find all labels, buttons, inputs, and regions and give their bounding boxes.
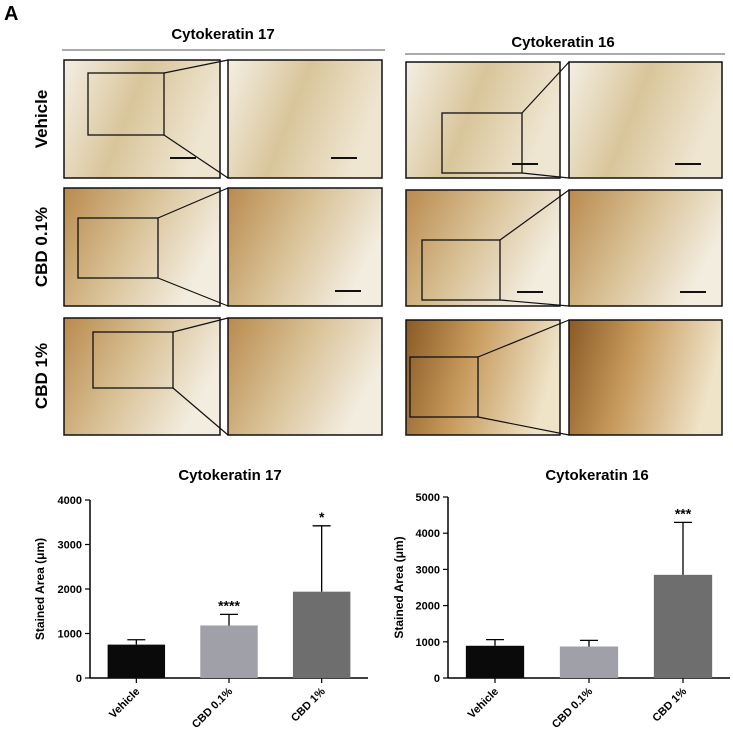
x-tick-label: Vehicle	[466, 686, 501, 721]
micrograph	[227, 187, 383, 307]
significance-label: ****	[218, 597, 240, 613]
micrograph	[568, 319, 723, 436]
micrograph	[568, 189, 723, 307]
bar	[107, 644, 166, 678]
y-tick-label: 5000	[416, 492, 440, 504]
y-tick-label: 2000	[58, 584, 82, 596]
y-tick-label: 1000	[58, 629, 82, 641]
bar	[559, 646, 619, 678]
row-label: CBD 0.1%	[32, 207, 51, 287]
row-label: Vehicle	[32, 90, 51, 149]
y-tick-label: 1000	[416, 637, 440, 649]
inset-connector	[477, 416, 570, 436]
significance-label: *	[319, 509, 325, 525]
micrograph	[405, 319, 561, 436]
inset-connector	[163, 134, 229, 179]
y-tick-label: 3000	[416, 564, 440, 576]
x-tick-label: CBD 0.1%	[550, 685, 595, 730]
column-header: Cytokeratin 16	[511, 34, 614, 51]
inset-connector	[521, 172, 570, 179]
micrograph	[63, 187, 221, 307]
y-tick-label: 2000	[416, 601, 440, 613]
bar	[465, 645, 525, 678]
inset-box	[87, 72, 165, 136]
inset-connector	[477, 319, 570, 358]
bar	[653, 574, 713, 678]
x-tick-label: Vehicle	[107, 686, 142, 721]
x-tick-label: CBD 1%	[289, 685, 328, 724]
micrograph	[227, 59, 383, 179]
x-tick-label: CBD 1%	[650, 685, 689, 724]
micrograph	[63, 317, 221, 436]
row-label: CBD 1%	[32, 343, 51, 409]
inset-box	[77, 217, 159, 279]
y-tick-label: 0	[76, 673, 82, 685]
y-axis-label: Stained Area (μm)	[33, 538, 47, 640]
y-tick-label: 3000	[58, 540, 82, 552]
inset-box	[421, 239, 501, 301]
panel-label: A	[4, 3, 18, 25]
x-tick-label: CBD 0.1%	[190, 685, 235, 730]
inset-connector	[521, 61, 570, 114]
bar	[292, 591, 351, 678]
inset-connector	[163, 59, 229, 74]
chart-title: Cytokeratin 16	[545, 467, 648, 484]
inset-box	[409, 356, 479, 418]
y-tick-label: 0	[434, 673, 440, 685]
inset-connector	[499, 299, 570, 307]
significance-label: ***	[675, 505, 692, 521]
y-axis-label: Stained Area (μm)	[392, 536, 406, 638]
chart-title: Cytokeratin 17	[178, 467, 281, 484]
micrograph	[405, 61, 561, 179]
inset-box	[92, 331, 174, 389]
y-tick-label: 4000	[416, 528, 440, 540]
inset-connector	[172, 317, 229, 333]
inset-connector	[172, 387, 229, 436]
y-tick-label: 4000	[58, 495, 82, 507]
micrograph	[227, 317, 383, 436]
inset-connector	[157, 277, 229, 307]
column-header: Cytokeratin 17	[171, 26, 274, 43]
micrograph	[405, 189, 561, 307]
inset-box	[441, 112, 523, 174]
inset-connector	[157, 187, 229, 219]
bar	[200, 625, 258, 678]
micrograph	[568, 61, 723, 179]
inset-connector	[499, 189, 570, 241]
